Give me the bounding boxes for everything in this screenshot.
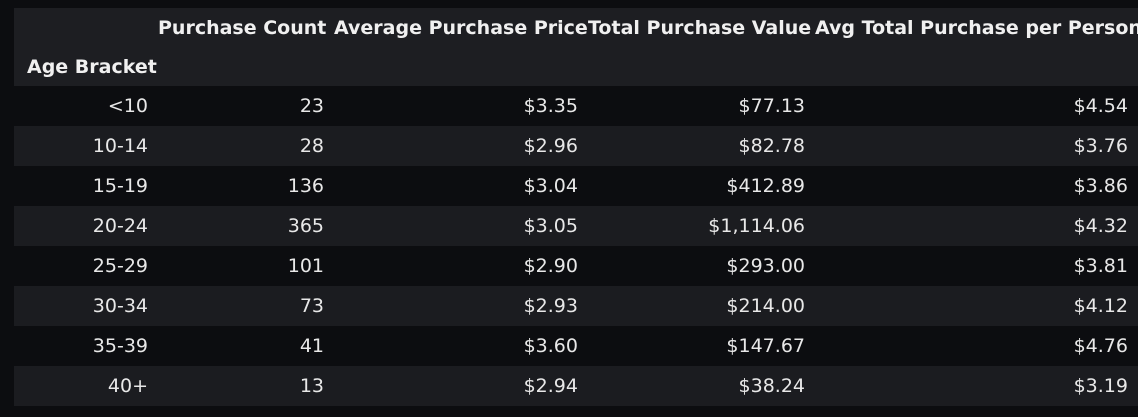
table-cell: $147.67 <box>726 335 805 357</box>
table-row: 25-29 101 $2.90 $293.00 $3.81 <box>14 246 1138 286</box>
table-cell: 13 <box>299 375 324 397</box>
table-cell: $3.35 <box>523 95 578 117</box>
column-header: Avg Total Purchase per Person <box>815 8 1138 48</box>
table-body: <10 23 $3.35 $77.13 $4.54 10-14 28 $2.96… <box>14 86 1138 406</box>
index-name-row: Age Bracket <box>14 48 1138 86</box>
table-row: 40+ 13 $2.94 $38.24 $3.19 <box>14 366 1138 406</box>
table-cell: $3.19 <box>1073 375 1128 397</box>
table-cell: $214.00 <box>726 295 805 317</box>
table-cell: $77.13 <box>738 95 805 117</box>
table-cell: $82.78 <box>738 135 805 157</box>
table-cell: $38.24 <box>738 375 805 397</box>
table-cell: $4.12 <box>1073 295 1128 317</box>
table-cell: $2.90 <box>523 255 578 277</box>
row-index: 20-24 <box>92 215 148 237</box>
table-cell: 365 <box>287 215 324 237</box>
table-row: 15-19 136 $3.04 $412.89 $3.86 <box>14 166 1138 206</box>
column-header-row: Purchase Count Average Purchase Price To… <box>14 8 1138 48</box>
table-cell: 23 <box>299 95 324 117</box>
table-cell: $2.96 <box>523 135 578 157</box>
table-cell: $293.00 <box>726 255 805 277</box>
table-cell: $1,114.06 <box>708 215 805 237</box>
row-index: 30-34 <box>92 295 148 317</box>
table-row: <10 23 $3.35 $77.13 $4.54 <box>14 86 1138 126</box>
table-cell: 136 <box>287 175 324 197</box>
table-cell: $3.05 <box>523 215 578 237</box>
row-index: <10 <box>107 95 148 117</box>
table-cell: 73 <box>299 295 324 317</box>
table-row: 35-39 41 $3.60 $147.67 $4.76 <box>14 326 1138 366</box>
table-cell: 41 <box>299 335 324 357</box>
table-cell: $3.60 <box>523 335 578 357</box>
index-corner-cell <box>14 8 158 48</box>
row-index: 35-39 <box>92 335 148 357</box>
table-cell: $3.81 <box>1073 255 1128 277</box>
table-header: Purchase Count Average Purchase Price To… <box>14 8 1138 86</box>
table-cell: $2.93 <box>523 295 578 317</box>
table-row: 30-34 73 $2.93 $214.00 $4.12 <box>14 286 1138 326</box>
column-header: Purchase Count <box>158 8 334 48</box>
table-cell: $3.76 <box>1073 135 1128 157</box>
column-header: Total Purchase Value <box>588 8 815 48</box>
table-cell: 101 <box>287 255 324 277</box>
table-cell: $4.54 <box>1073 95 1128 117</box>
table-row: 10-14 28 $2.96 $82.78 $3.76 <box>14 126 1138 166</box>
dataframe-table: Purchase Count Average Purchase Price To… <box>14 8 1138 406</box>
row-index: 10-14 <box>92 135 148 157</box>
row-index: 40+ <box>107 375 148 397</box>
row-index: 25-29 <box>92 255 148 277</box>
table-cell: $412.89 <box>726 175 805 197</box>
table-cell: $2.94 <box>523 375 578 397</box>
table-cell: 28 <box>299 135 324 157</box>
table-cell: $3.86 <box>1073 175 1128 197</box>
row-index: 15-19 <box>92 175 148 197</box>
table-cell: $3.04 <box>523 175 578 197</box>
index-name-header: Age Bracket <box>14 48 158 86</box>
table-cell: $4.76 <box>1073 335 1128 357</box>
table-cell: $4.32 <box>1073 215 1128 237</box>
column-header: Average Purchase Price <box>334 8 588 48</box>
table-row: 20-24 365 $3.05 $1,114.06 $4.32 <box>14 206 1138 246</box>
